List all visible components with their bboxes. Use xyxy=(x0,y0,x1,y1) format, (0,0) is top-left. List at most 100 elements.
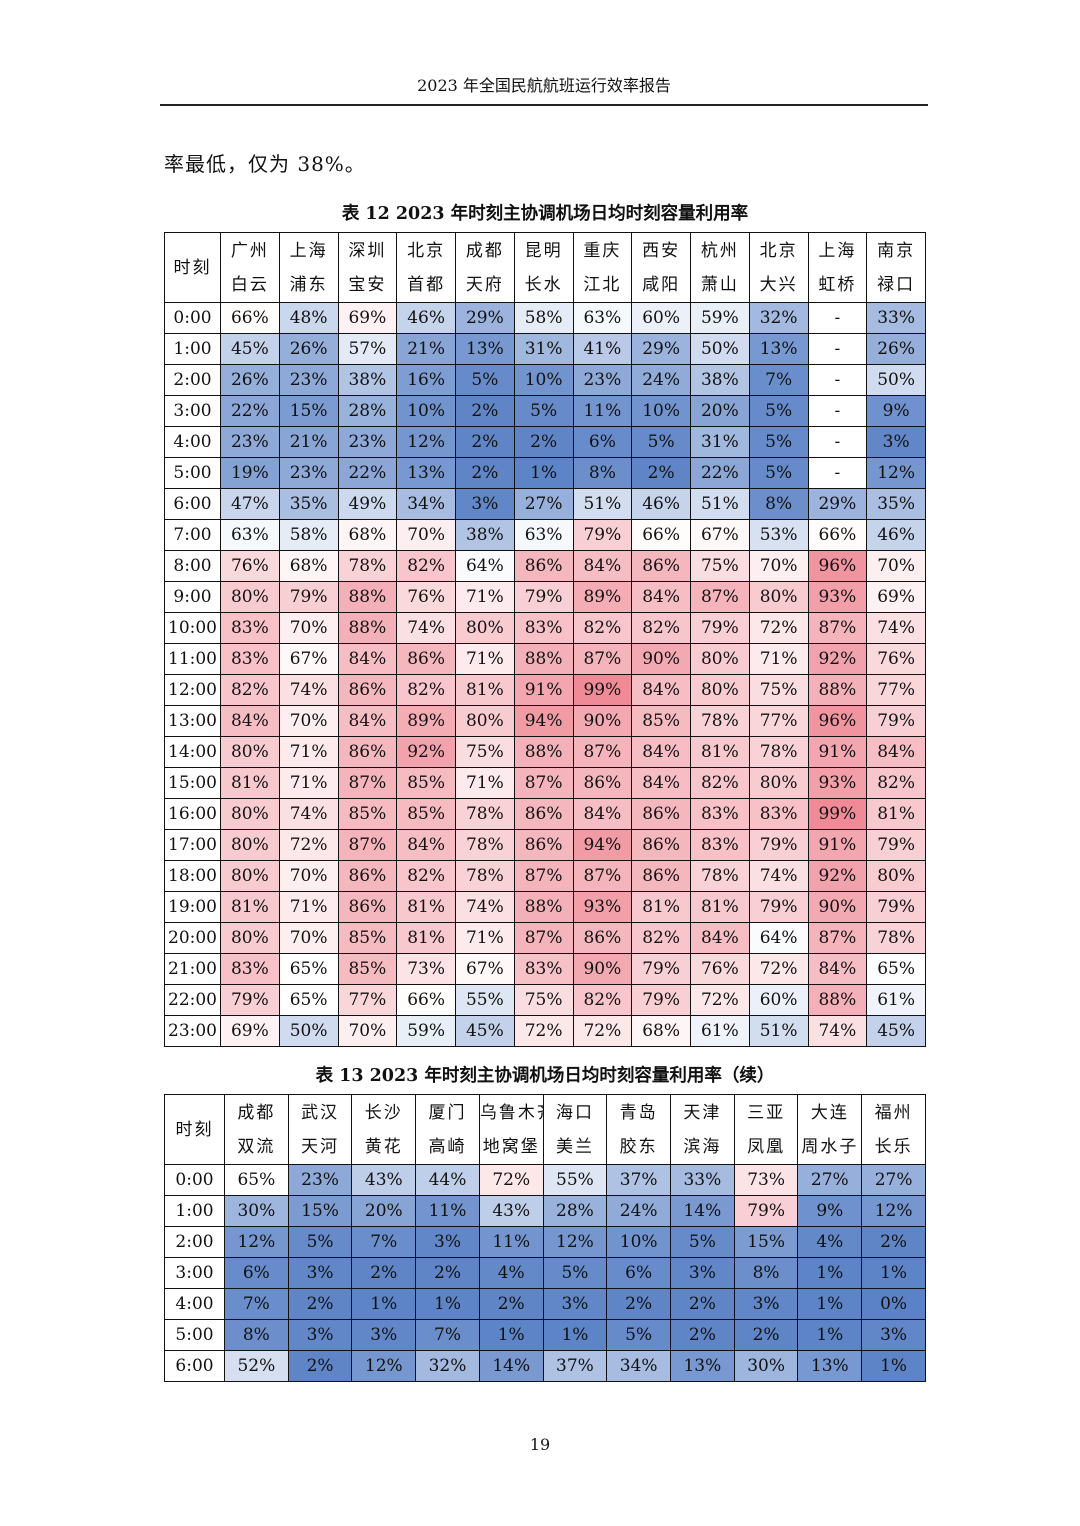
hour-cell: 23:00 xyxy=(164,1015,221,1047)
utilization-cell: 8% xyxy=(733,1257,799,1289)
utilization-cell: 64% xyxy=(748,922,809,954)
utilization-cell: 84% xyxy=(631,674,691,706)
utilization-cell: 72% xyxy=(478,1164,544,1196)
utilization-cell: 43% xyxy=(351,1164,417,1196)
utilization-cell: 93% xyxy=(807,581,868,613)
utilization-cell: 1% xyxy=(513,457,574,489)
table-row: 13:00 84% 70% 84% 89% 80% 94% 90% 85% 78% 77% 96% 79… xyxy=(164,705,926,737)
utilization-cell: 35% xyxy=(866,488,926,520)
hour-cell: 6:00 xyxy=(164,1350,225,1382)
utilization-cell: 11% xyxy=(572,395,633,427)
utilization-cell: 51% xyxy=(748,1015,809,1047)
utilization-cell: 80% xyxy=(220,581,280,613)
utilization-cell: 72% xyxy=(572,1015,633,1047)
utilization-cell: 84% xyxy=(631,581,691,613)
utilization-cell: 24% xyxy=(606,1195,672,1227)
utilization-cell: 91% xyxy=(807,736,868,768)
utilization-cell: 81% xyxy=(455,674,515,706)
utilization-cell: 81% xyxy=(690,736,750,768)
utilization-cell: 2% xyxy=(415,1257,480,1289)
column-header-line: 南京 xyxy=(877,240,916,261)
utilization-cell: 72% xyxy=(513,1015,574,1047)
column-header-line: 海口 xyxy=(555,1102,594,1123)
utilization-cell: 58% xyxy=(513,302,574,334)
utilization-cell: 5% xyxy=(513,395,574,427)
utilization-cell: 77% xyxy=(337,984,398,1016)
hour-cell: 0:00 xyxy=(164,302,221,334)
utilization-cell: 7% xyxy=(415,1319,480,1351)
column-header: 南京 禄口 xyxy=(866,232,926,303)
utilization-cell: 83% xyxy=(220,612,280,644)
utilization-cell: 64% xyxy=(455,550,515,582)
column-header-line: 三亚 xyxy=(747,1102,786,1123)
column-header-line: 地窝堡 xyxy=(482,1136,540,1157)
table-row: 18:00 80% 70% 86% 82% 78% 87% 87% 86% 78% 74% 92% 80… xyxy=(164,860,926,892)
utilization-cell: 45% xyxy=(455,1015,515,1047)
utilization-cell: 63% xyxy=(572,302,633,334)
utilization-cell: 76% xyxy=(220,550,280,582)
utilization-cell: 33% xyxy=(866,302,926,334)
utilization-cell: 1% xyxy=(351,1288,417,1320)
utilization-cell: 12% xyxy=(396,426,456,458)
utilization-cell: 92% xyxy=(807,643,868,675)
utilization-cell: 79% xyxy=(866,829,926,861)
utilization-cell: 87% xyxy=(807,612,868,644)
hour-cell: 13:00 xyxy=(164,705,221,737)
utilization-cell: 80% xyxy=(220,736,280,768)
utilization-cell: 53% xyxy=(748,519,809,551)
utilization-cell: 79% xyxy=(572,519,633,551)
column-header-line: 上海 xyxy=(289,240,328,261)
utilization-cell: 3% xyxy=(670,1257,735,1289)
utilization-cell: 50% xyxy=(866,364,926,396)
hour-cell: 2:00 xyxy=(164,364,221,396)
utilization-cell: 8% xyxy=(224,1319,289,1351)
column-header-line: 凤凰 xyxy=(747,1136,786,1157)
utilization-cell: 9% xyxy=(797,1195,863,1227)
column-header-line: 重庆 xyxy=(583,240,622,261)
utilization-cell: 85% xyxy=(337,922,398,954)
column-header-line: 杭州 xyxy=(700,240,739,261)
utilization-cell: 83% xyxy=(220,643,280,675)
utilization-cell: 66% xyxy=(220,302,280,334)
hour-cell: 12:00 xyxy=(164,674,221,706)
utilization-cell: 13% xyxy=(455,333,515,365)
utilization-cell: 67% xyxy=(690,519,750,551)
column-header-line: 上海 xyxy=(818,240,857,261)
utilization-cell: 12% xyxy=(542,1226,608,1258)
utilization-cell: 72% xyxy=(278,829,339,861)
utilization-cell: 87% xyxy=(513,860,574,892)
utilization-cell: 79% xyxy=(748,891,809,923)
utilization-cell: 5% xyxy=(455,364,515,396)
utilization-cell: 88% xyxy=(513,891,574,923)
utilization-cell: 20% xyxy=(351,1195,417,1227)
utilization-cell: 21% xyxy=(278,426,339,458)
utilization-cell: 38% xyxy=(337,364,398,396)
utilization-cell: 78% xyxy=(690,860,750,892)
utilization-cell: 83% xyxy=(513,953,574,985)
utilization-cell: 1% xyxy=(861,1257,926,1289)
column-header: 长沙 黄花 xyxy=(351,1094,417,1165)
utilization-cell: 51% xyxy=(572,488,633,520)
utilization-cell: 82% xyxy=(220,674,280,706)
utilization-cell: 96% xyxy=(807,705,868,737)
column-header: 上海 虹桥 xyxy=(807,232,868,303)
utilization-cell: 85% xyxy=(337,953,398,985)
utilization-cell: 55% xyxy=(455,984,515,1016)
utilization-cell: 76% xyxy=(396,581,456,613)
table-row: 21:00 83% 65% 85% 73% 67% 83% 90% 79% 76% 72% 84% 65… xyxy=(164,953,926,985)
utilization-cell: 89% xyxy=(396,705,456,737)
column-header: 昆明 长水 xyxy=(513,232,574,303)
utilization-cell: 73% xyxy=(733,1164,799,1196)
utilization-cell: 45% xyxy=(220,333,280,365)
table-row: 1:00 30% 15% 20% 11% 43% 28% 24% 14% 79% 9% 12% xyxy=(164,1195,926,1227)
utilization-cell: 81% xyxy=(690,891,750,923)
utilization-cell: 7% xyxy=(748,364,809,396)
utilization-cell: 6% xyxy=(606,1257,672,1289)
utilization-cell: 70% xyxy=(337,1015,398,1047)
utilization-cell: 72% xyxy=(748,953,809,985)
utilization-cell: 86% xyxy=(337,860,398,892)
utilization-cell: 16% xyxy=(396,364,456,396)
utilization-cell: 80% xyxy=(220,860,280,892)
utilization-cell: 2% xyxy=(351,1257,417,1289)
utilization-cell: 96% xyxy=(807,550,868,582)
